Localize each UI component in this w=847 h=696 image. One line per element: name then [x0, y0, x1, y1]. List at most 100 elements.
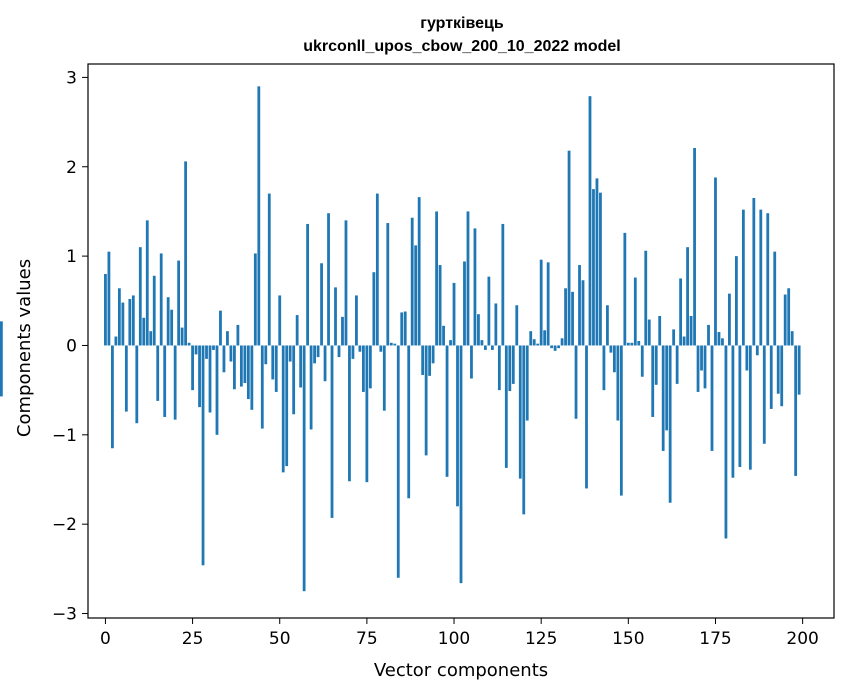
- x-tick-label: 150: [612, 629, 644, 649]
- bar-component-84: [396, 345, 400, 578]
- bar-component-79: [379, 345, 383, 352]
- bar-component-163: [672, 329, 676, 346]
- bar-component-194: [780, 345, 784, 407]
- bar-component-186: [752, 198, 756, 346]
- bar-component-1: [107, 251, 111, 346]
- bar-component-35: [226, 331, 229, 346]
- bars-group: [0, 86, 801, 592]
- bar-component-94: [431, 345, 435, 364]
- bar-component-14: [152, 275, 156, 346]
- bar-component-95: [435, 211, 438, 346]
- bar-component-61: [316, 345, 320, 358]
- bar-component-55: [295, 315, 299, 346]
- bar-component-140: [592, 189, 595, 346]
- bar-component-52: [285, 345, 289, 467]
- bar-component-0: [104, 273, 107, 346]
- bar-component-76: [368, 345, 372, 389]
- bar-component-184: [745, 345, 749, 371]
- bar-component-2: [111, 345, 114, 449]
- bar-component-67: [337, 345, 341, 358]
- bar-component-192: [773, 251, 777, 346]
- bar-component-41: [246, 345, 250, 400]
- bar-component-173: [707, 324, 710, 346]
- bar-component-85: [400, 312, 404, 346]
- bar-component-187: [755, 345, 759, 356]
- bar-component-182: [738, 345, 742, 467]
- bar-component-45: [260, 345, 264, 429]
- y-tick-label: −1: [52, 426, 77, 446]
- bar-component-175: [714, 177, 717, 346]
- bar-component-181: [735, 256, 738, 346]
- bar-component-11: [142, 317, 146, 346]
- y-tick-label: 0: [66, 336, 77, 356]
- bar-component-49: [274, 345, 278, 392]
- bar-component-170: [696, 345, 700, 392]
- x-tick-label: 50: [269, 629, 291, 649]
- bar-component-113: [497, 345, 501, 391]
- bar-component-65: [330, 345, 334, 518]
- bar-component-156: [647, 319, 651, 346]
- bar-component-48: [271, 345, 275, 380]
- bar-component-111: [490, 345, 494, 350]
- bar-component-71: [351, 345, 355, 359]
- bar-component-131: [560, 338, 564, 346]
- bar-component-12: [145, 220, 149, 346]
- bar-component-110: [487, 276, 491, 346]
- bar-component-119: [518, 345, 522, 479]
- bar-component-180: [731, 345, 735, 478]
- plot-frame: [87, 63, 835, 619]
- y-tick-label: 2: [66, 158, 77, 178]
- bar-component-160: [661, 345, 665, 451]
- bar-component-144: [606, 305, 609, 346]
- bar-component-108: [480, 340, 484, 346]
- bar-component-164: [675, 345, 679, 384]
- bar-component-127: [546, 262, 550, 346]
- bar-component-32: [215, 345, 219, 435]
- bar-component-154: [640, 345, 644, 377]
- bar-component-103: [463, 261, 466, 346]
- chart-subtitle: ukrconll_upos_cbow_200_10_2022 model: [303, 38, 620, 55]
- bar-component-123: [532, 339, 536, 346]
- bar-component-151: [630, 342, 634, 346]
- bar-component-118: [515, 305, 519, 346]
- bar-component-166: [682, 336, 686, 346]
- bar-component-138: [585, 345, 588, 489]
- bar-component-179: [728, 293, 731, 346]
- bar-component-undefined: [0, 345, 3, 397]
- bar-component-31: [212, 345, 215, 350]
- bar-component-190: [766, 213, 770, 346]
- bar-component-5: [121, 302, 125, 346]
- bar-component-106: [473, 228, 477, 346]
- bar-component-195: [783, 294, 787, 346]
- bar-component-114: [501, 223, 505, 346]
- bar-component-42: [250, 345, 254, 410]
- bar-component-178: [724, 345, 728, 539]
- bar-component-168: [689, 315, 693, 346]
- bar-component-77: [372, 272, 376, 346]
- bar-component-90: [417, 197, 421, 346]
- bar-component-177: [721, 338, 724, 346]
- bar-component-169: [693, 147, 696, 346]
- bar-component-39: [239, 345, 243, 387]
- bar-component-97: [442, 325, 445, 346]
- bar-component-124: [536, 343, 540, 346]
- y-tick-label: 1: [66, 247, 77, 267]
- bar-component-38: [236, 324, 240, 346]
- bar-component-112: [494, 303, 498, 346]
- bar-component-56: [299, 345, 303, 388]
- y-tick-label: 3: [66, 68, 77, 88]
- bar-component-29: [205, 345, 208, 359]
- bar-component-107: [477, 314, 480, 346]
- bar-component-99: [449, 340, 452, 346]
- bar-component-142: [599, 192, 602, 346]
- bar-component-158: [654, 345, 658, 385]
- bar-component-109: [484, 345, 487, 350]
- bar-component-72: [355, 295, 358, 346]
- bar-component-152: [633, 277, 637, 346]
- bar-component-104: [466, 211, 470, 346]
- bar-component-165: [679, 278, 683, 346]
- bar-component-30: [208, 345, 212, 413]
- bar-component-183: [741, 209, 745, 346]
- bar-component-157: [651, 345, 655, 417]
- bar-component-58: [306, 223, 310, 346]
